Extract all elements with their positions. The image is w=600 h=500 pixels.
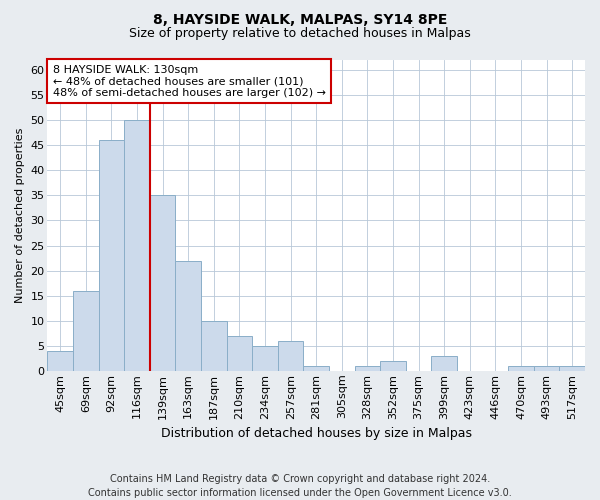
Bar: [175, 260, 201, 371]
X-axis label: Distribution of detached houses by size in Malpas: Distribution of detached houses by size …: [161, 427, 472, 440]
Bar: [124, 120, 150, 371]
Bar: [73, 290, 98, 371]
Bar: [559, 366, 585, 371]
Bar: [278, 341, 304, 371]
Bar: [431, 356, 457, 371]
Bar: [150, 196, 175, 371]
Bar: [252, 346, 278, 371]
Bar: [534, 366, 559, 371]
Text: Contains HM Land Registry data © Crown copyright and database right 2024.
Contai: Contains HM Land Registry data © Crown c…: [88, 474, 512, 498]
Bar: [508, 366, 534, 371]
Bar: [98, 140, 124, 371]
Bar: [380, 361, 406, 371]
Bar: [227, 336, 252, 371]
Text: 8, HAYSIDE WALK, MALPAS, SY14 8PE: 8, HAYSIDE WALK, MALPAS, SY14 8PE: [153, 12, 447, 26]
Text: Size of property relative to detached houses in Malpas: Size of property relative to detached ho…: [129, 28, 471, 40]
Y-axis label: Number of detached properties: Number of detached properties: [15, 128, 25, 303]
Text: 8 HAYSIDE WALK: 130sqm
← 48% of detached houses are smaller (101)
48% of semi-de: 8 HAYSIDE WALK: 130sqm ← 48% of detached…: [53, 64, 326, 98]
Bar: [47, 351, 73, 371]
Bar: [355, 366, 380, 371]
Bar: [304, 366, 329, 371]
Bar: [201, 320, 227, 371]
